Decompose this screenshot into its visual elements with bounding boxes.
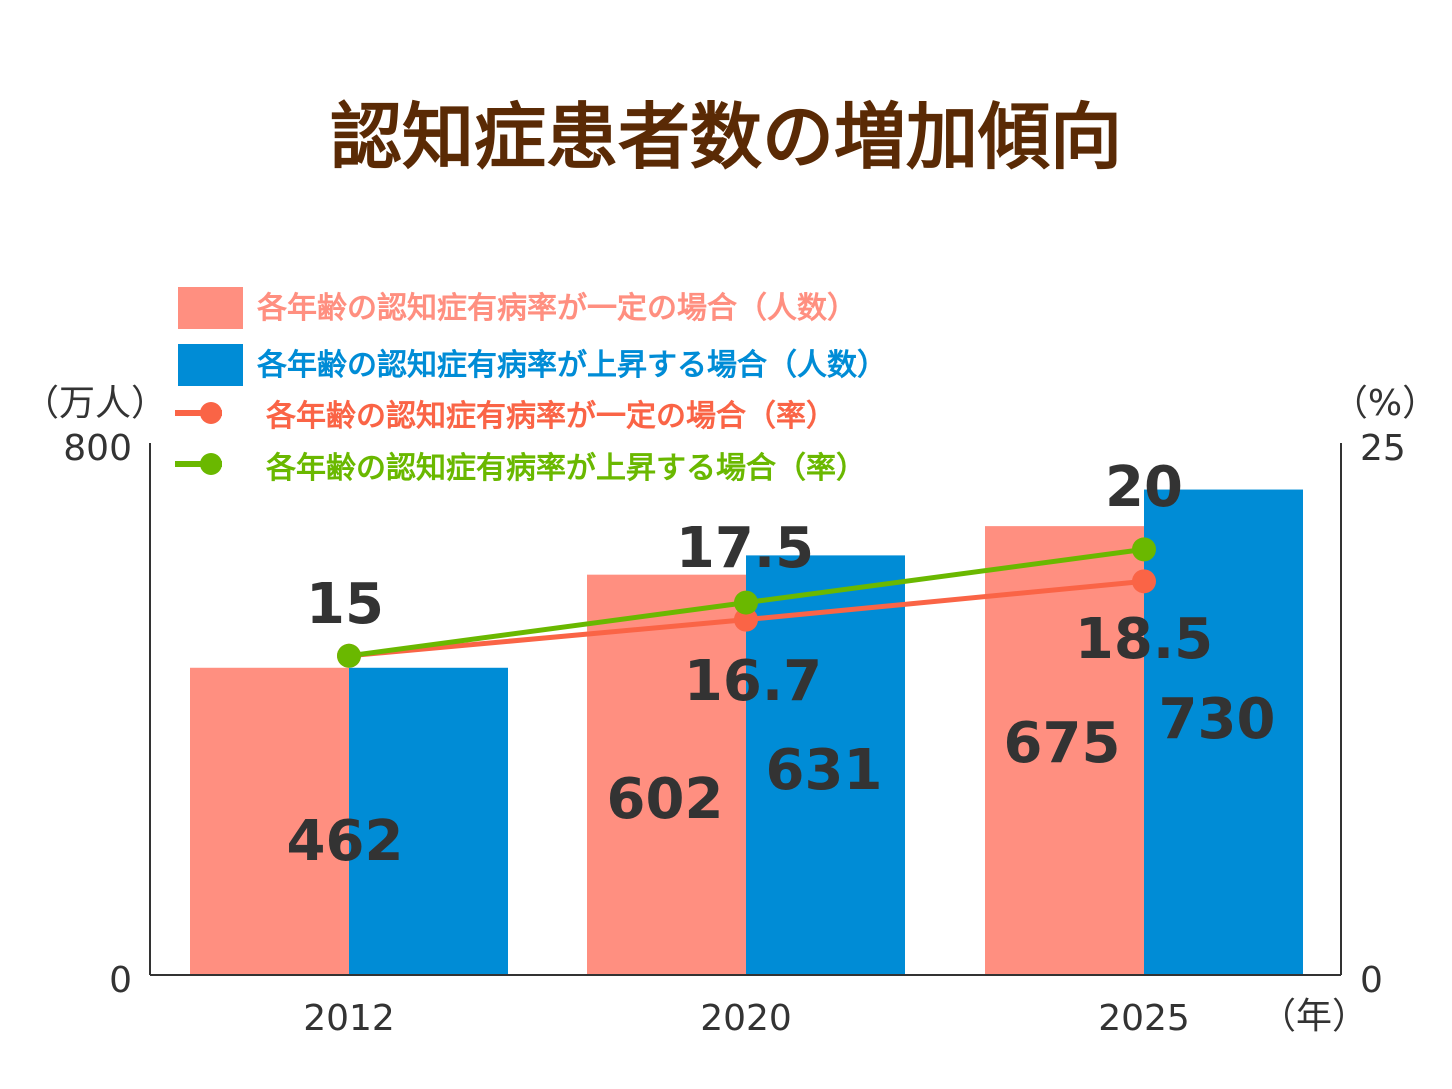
bar-value-label: 631: [766, 738, 883, 803]
chart-title: 認知症患者数の増加傾向: [330, 95, 1122, 179]
bar-constant-2020: [587, 574, 746, 975]
right-axis-unit: （%）: [1332, 383, 1438, 424]
bar-constant-2012: [190, 667, 349, 975]
bar-value-label: 462: [287, 809, 404, 874]
x-tick-label: 2025: [1098, 998, 1190, 1039]
point-rising-2012: [337, 643, 361, 668]
bar-value-label: 675: [1004, 711, 1121, 776]
bar-rising-2012: [349, 667, 508, 975]
line-value-label: 16.7: [684, 649, 822, 714]
legend-label-line-constant: 各年齢の認知症有病率が一定の場合（率）: [265, 399, 836, 434]
left-tick-max: 800: [63, 428, 132, 469]
bar-value-label: 730: [1159, 687, 1276, 752]
right-tick-min: 0: [1360, 960, 1383, 1001]
point-constant-2020: [734, 607, 758, 632]
line-value-label: 20: [1105, 455, 1183, 520]
line-value-label: 18.5: [1075, 607, 1213, 672]
legend-swatch-bar-rising: [178, 344, 243, 386]
bar-rising-2020: [746, 555, 905, 975]
legend-marker-rising: [200, 453, 222, 475]
legend-label-line-rising: 各年齢の認知症有病率が上昇する場合（率）: [265, 451, 866, 486]
legend-marker-constant: [200, 402, 222, 424]
point-constant-2025: [1132, 569, 1156, 594]
left-axis-unit: （万人）: [23, 383, 167, 424]
legend-label-bar-constant: 各年齢の認知症有病率が一定の場合（人数）: [256, 291, 857, 326]
bar-value-label: 602: [607, 767, 724, 832]
x-tick-label: 2020: [700, 998, 792, 1039]
x-axis-unit: （年）: [1260, 996, 1368, 1037]
bar-rising-2025: [1144, 489, 1303, 975]
legend: 各年齢の認知症有病率が一定の場合（人数） 各年齢の認知症有病率が上昇する場合（人…: [175, 287, 887, 486]
legend-label-bar-rising: 各年齢の認知症有病率が上昇する場合（人数）: [256, 348, 887, 383]
point-rising-2020: [734, 590, 758, 615]
point-rising-2025: [1132, 537, 1156, 562]
x-tick-label: 2012: [303, 998, 395, 1039]
legend-swatch-bar-constant: [178, 287, 243, 329]
line-value-label: 17.5: [676, 516, 814, 581]
right-tick-max: 25: [1360, 428, 1406, 469]
bar-constant-2025: [985, 526, 1144, 975]
left-tick-min: 0: [109, 960, 132, 1001]
line-value-label: 15: [306, 572, 384, 637]
